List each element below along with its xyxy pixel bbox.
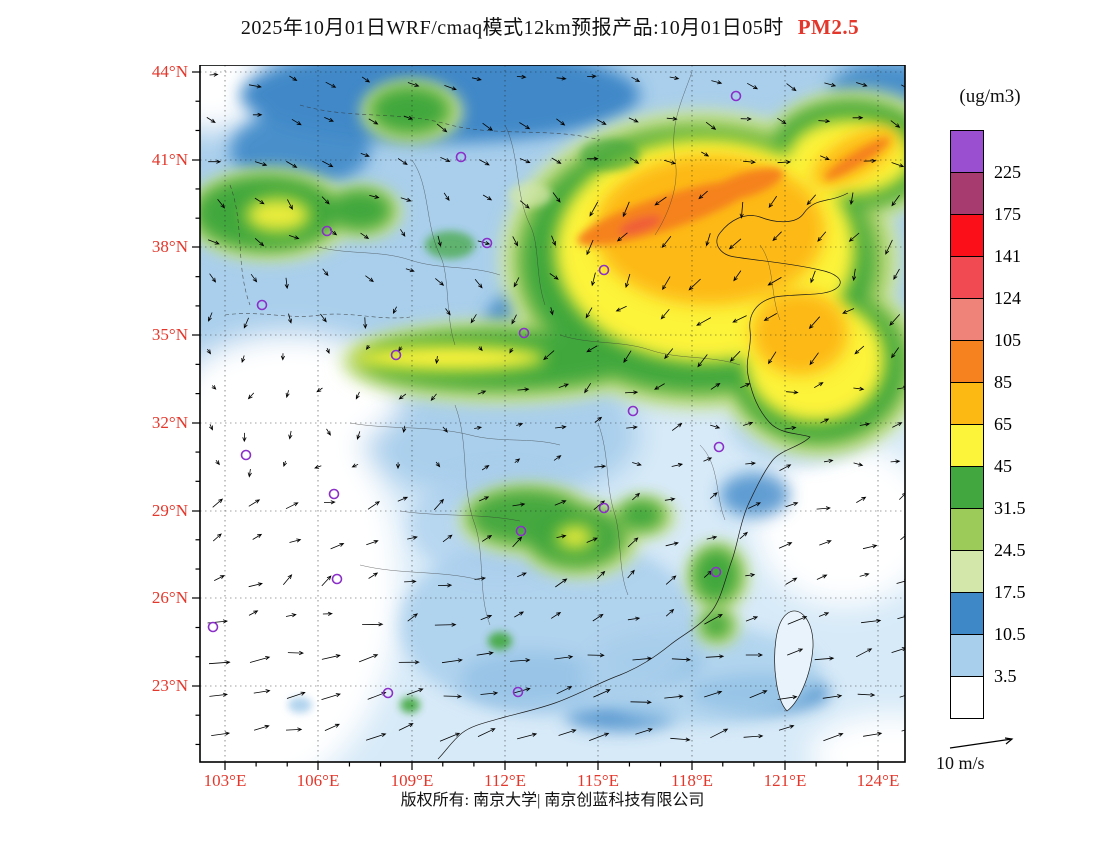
colorbar-tick-label: 45 xyxy=(994,456,1012,476)
station-marker xyxy=(256,299,268,311)
lat-tick-label: 26°N xyxy=(151,588,188,607)
colorbar-cell xyxy=(950,382,984,425)
station-marker xyxy=(713,441,725,453)
colorbar-cell xyxy=(950,172,984,215)
province-borders xyxy=(317,71,781,626)
lat-tick-label: 35°N xyxy=(151,325,188,344)
copyright-text: 版权所有: 南京大学| 南京创蓝科技有限公司 xyxy=(400,792,705,809)
lon-tick-label: 103°E xyxy=(203,771,247,790)
station-marker xyxy=(710,566,722,578)
colorbar-tick-label: 24.5 xyxy=(994,540,1026,560)
colorbar-tick-label: 124 xyxy=(994,288,1021,308)
wind-scale-label: 10 m/s xyxy=(936,753,985,773)
coastline-borders-layer xyxy=(224,71,849,760)
colorbar-cell xyxy=(950,592,984,635)
page-title: 2025年10月01日WRF/cmaq模式12km预报产品:10月01日05时 P… xyxy=(0,11,1100,40)
lon-tick-label: 112°E xyxy=(483,771,527,790)
colorbar-cell xyxy=(950,298,984,341)
colorbar-tick-label: 17.5 xyxy=(994,582,1026,602)
station-marker xyxy=(515,525,527,537)
lon-tick-label: 109°E xyxy=(390,771,434,790)
colorbar-cell xyxy=(950,634,984,677)
station-marker xyxy=(518,327,530,339)
lat-tick-label: 32°N xyxy=(151,413,188,432)
station-marker xyxy=(598,502,610,514)
colorbar-cell xyxy=(950,256,984,299)
colorbar-tick-label: 175 xyxy=(994,204,1021,224)
colorbar-cell xyxy=(950,424,984,467)
plot-frame xyxy=(199,65,906,763)
colorbar-tick-label: 31.5 xyxy=(994,498,1026,518)
lat-tick-label: 38°N xyxy=(151,237,188,256)
lon-tick-label: 115°E xyxy=(576,771,620,790)
taiwan-island xyxy=(774,610,814,712)
station-marker xyxy=(207,621,219,633)
lon-tick-label: 121°E xyxy=(763,771,807,790)
station-marker xyxy=(382,687,394,699)
wind-vector-layer xyxy=(206,72,905,742)
lat-tick-label: 23°N xyxy=(151,676,188,695)
lon-tick-label: 118°E xyxy=(670,771,714,790)
colorbar-tick-label: 225 xyxy=(994,162,1021,182)
colorbar-cell xyxy=(950,340,984,383)
colorbar-cell xyxy=(950,214,984,257)
station-marker-layer xyxy=(207,90,742,699)
station-marker xyxy=(328,488,340,500)
wind-reference-arrow xyxy=(949,737,1014,749)
colorbar-tick-label: 65 xyxy=(994,414,1012,434)
colorbar-tick-label: 85 xyxy=(994,372,1012,392)
lon-tick-label: 106°E xyxy=(296,771,340,790)
station-marker xyxy=(598,264,610,276)
title-main: 2025年10月01日WRF/cmaq模式12km预报产品:10月01日05时 xyxy=(240,17,784,39)
colorbar-cell xyxy=(950,676,984,719)
title-species-pm25: PM2.5 xyxy=(797,15,860,39)
colorbar-cell xyxy=(950,550,984,593)
station-marker xyxy=(390,349,402,361)
station-marker xyxy=(331,573,343,585)
colorbar-cell xyxy=(950,466,984,509)
station-marker xyxy=(481,237,493,249)
station-marker xyxy=(512,686,524,698)
lat-tick-label: 44°N xyxy=(151,62,188,81)
colorbar-tick-label: 3.5 xyxy=(994,666,1017,686)
colorbar-tick-label: 105 xyxy=(994,330,1021,350)
colorbar-cell xyxy=(950,508,984,551)
station-marker xyxy=(455,151,467,163)
station-marker xyxy=(627,405,639,417)
station-marker xyxy=(321,225,333,237)
colorbar-cell xyxy=(950,130,984,173)
lat-tick-label: 29°N xyxy=(151,501,188,520)
lat-tick-label: 41°N xyxy=(151,150,188,169)
colorbar-tick-label: 141 xyxy=(994,246,1021,266)
colorbar-tick-label: 10.5 xyxy=(994,624,1026,644)
forecast-map xyxy=(192,65,906,770)
station-marker xyxy=(730,90,742,102)
national-border-dashed xyxy=(224,104,601,319)
station-marker xyxy=(240,449,252,461)
colorbar-unit-label: (ug/m3) xyxy=(959,86,1021,107)
lon-tick-label: 124°E xyxy=(856,771,900,790)
coastline xyxy=(437,192,849,760)
